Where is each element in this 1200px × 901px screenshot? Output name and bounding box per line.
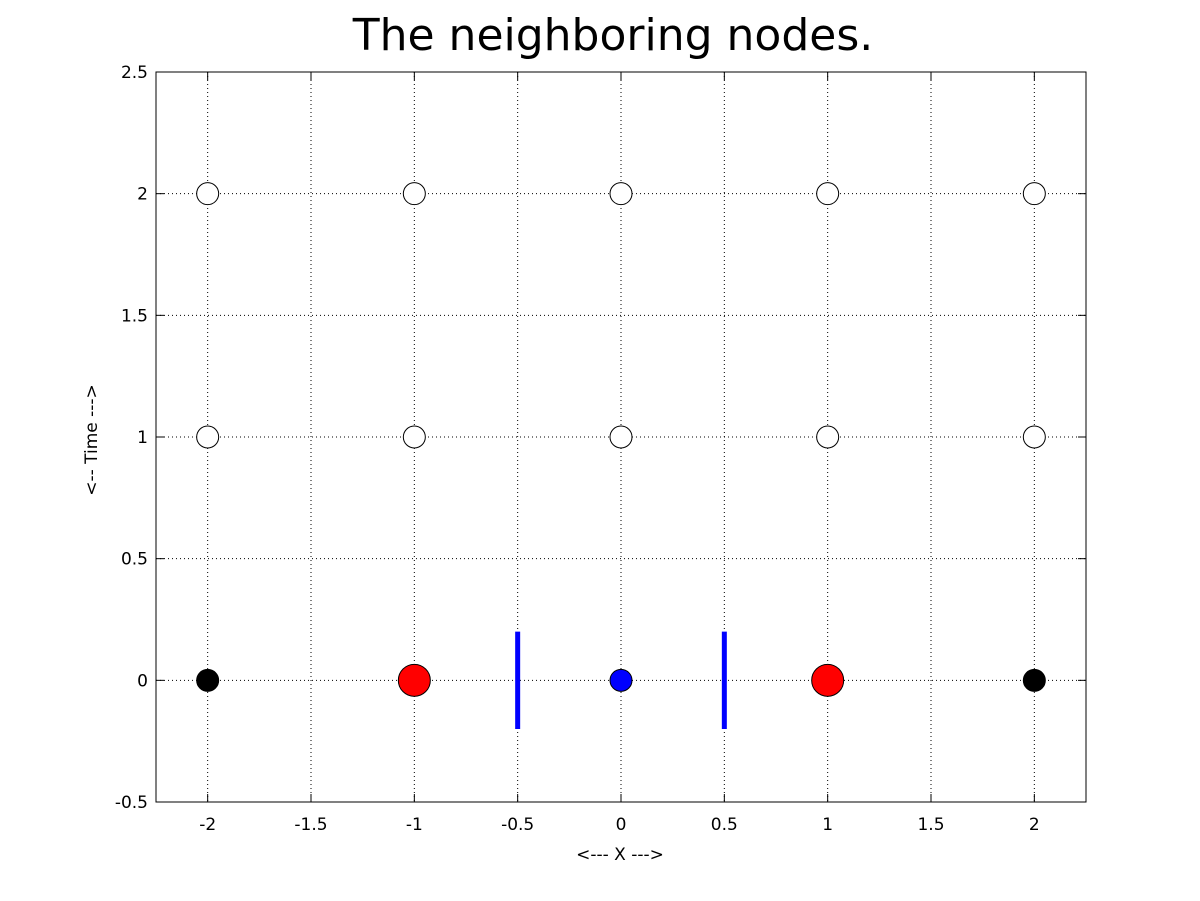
open-node-marker: [196, 182, 220, 206]
data-points: [196, 182, 1046, 697]
x-tick-label: 1: [822, 815, 833, 835]
y-tick-label: 2: [137, 185, 148, 205]
black-node-marker: [196, 668, 220, 692]
x-tick-label: -2: [199, 815, 216, 835]
open-node-marker: [196, 425, 220, 449]
x-tick-label: -0.5: [501, 815, 534, 835]
x-tick-label: 2: [1029, 815, 1040, 835]
open-node-marker: [609, 425, 633, 449]
segments: [515, 631, 727, 729]
y-axis-label: <-- Time --->: [82, 384, 102, 496]
y-tick-label: 2.5: [121, 63, 148, 83]
y-tick-label: 0.5: [121, 550, 148, 570]
x-tick-label: 0.5: [711, 815, 738, 835]
open-node-marker: [402, 425, 426, 449]
y-tick-label: 0: [137, 671, 148, 691]
black-node-marker: [1022, 668, 1046, 692]
x-tick-labels: -2 -1.5 -1 -0.5 0 0.5 1 1.5 2: [199, 815, 1040, 835]
x-tick-label: -1.5: [294, 815, 327, 835]
y-tick-label: 1.5: [121, 306, 148, 326]
x-axis-label: <--- X --->: [576, 845, 664, 865]
red-node-marker: [811, 663, 845, 697]
open-node-marker: [1022, 425, 1046, 449]
chart-title: The neighboring nodes.: [352, 10, 874, 61]
plot-frame: [155, 71, 1087, 803]
y-tick-labels: -0.5 0 0.5 1 1.5 2 2.5: [115, 63, 148, 813]
y-tick-label: 1: [137, 428, 148, 448]
blue-node-marker: [609, 668, 633, 692]
x-tick-label: 1.5: [917, 815, 944, 835]
red-node-marker: [397, 663, 431, 697]
x-tick-label: -1: [406, 815, 423, 835]
y-tick-label: -0.5: [115, 793, 148, 813]
x-tick-label: 0: [616, 815, 627, 835]
open-node-marker: [609, 182, 633, 206]
open-node-marker: [816, 182, 840, 206]
open-node-marker: [402, 182, 426, 206]
open-node-marker: [816, 425, 840, 449]
open-node-marker: [1022, 182, 1046, 206]
